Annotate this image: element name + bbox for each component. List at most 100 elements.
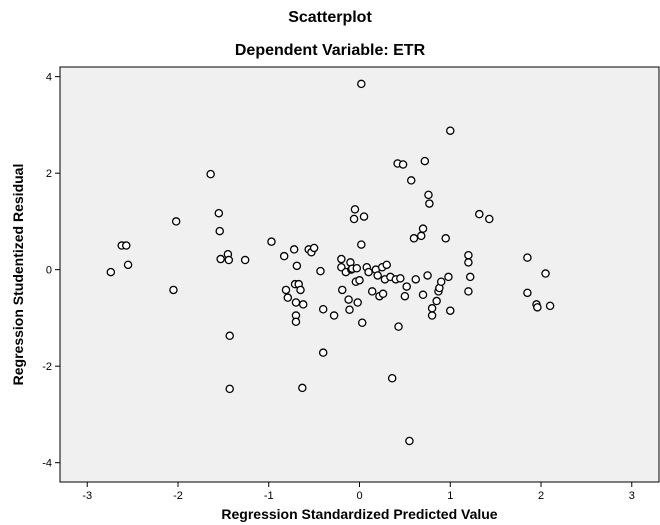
data-point	[296, 285, 305, 295]
data-point	[309, 243, 319, 253]
data-point	[464, 258, 473, 267]
data-point	[171, 217, 181, 226]
x-tick-label: -1	[264, 490, 274, 502]
data-point	[291, 317, 301, 327]
data-point	[446, 306, 455, 315]
x-tick-label: -2	[173, 490, 183, 502]
data-point	[523, 288, 532, 298]
data-point	[316, 266, 325, 276]
x-tick-label: 2	[538, 490, 544, 502]
data-point	[418, 224, 428, 233]
data-point	[357, 318, 367, 328]
data-point	[444, 272, 453, 282]
x-tick-label: 1	[447, 490, 453, 502]
data-point	[292, 261, 302, 271]
data-point	[432, 296, 441, 306]
data-point	[106, 267, 116, 277]
data-point	[337, 254, 346, 264]
data-point	[405, 436, 414, 446]
data-point	[281, 285, 291, 295]
data-point	[423, 271, 432, 280]
data-point	[485, 214, 494, 224]
y-tick-label: 0	[46, 265, 52, 277]
data-point	[353, 298, 362, 307]
data-point	[373, 271, 382, 280]
data-point	[289, 245, 299, 254]
x-tick-label: -3	[82, 490, 92, 502]
data-point	[216, 254, 225, 264]
data-point	[427, 304, 437, 313]
data-point	[206, 169, 215, 179]
data-point	[436, 277, 446, 286]
data-point	[523, 253, 532, 262]
chart-subtitle: Dependent Variable: ETR	[234, 42, 426, 59]
data-point	[283, 293, 293, 302]
y-tick-label: -4	[42, 458, 52, 470]
data-point	[224, 255, 234, 265]
data-point	[416, 231, 426, 241]
data-point	[329, 311, 339, 320]
data-point	[394, 322, 403, 331]
chart-title: Scatterplot	[288, 9, 372, 26]
data-point	[425, 199, 434, 208]
data-point	[359, 212, 369, 221]
data-point	[475, 209, 484, 219]
data-point	[214, 208, 224, 218]
data-point	[122, 241, 131, 250]
data-point	[345, 305, 354, 314]
data-point	[338, 285, 347, 295]
data-point	[533, 303, 542, 312]
data-point	[240, 255, 250, 265]
data-point	[355, 276, 364, 285]
data-point	[409, 234, 419, 243]
data-point	[367, 287, 377, 296]
data-point	[279, 251, 289, 261]
data-point	[267, 237, 276, 246]
data-point	[352, 263, 362, 273]
data-point	[398, 160, 408, 169]
data-point	[464, 250, 473, 260]
data-point	[357, 79, 366, 89]
data-point	[378, 289, 388, 299]
data-point	[400, 291, 410, 301]
data-point	[424, 190, 433, 200]
data-point	[465, 272, 475, 282]
data-point	[318, 304, 328, 314]
data-point	[357, 240, 366, 249]
data-point	[123, 260, 133, 270]
data-point	[344, 295, 353, 304]
data-point	[446, 126, 455, 135]
plot-area	[59, 66, 660, 483]
data-point	[291, 298, 301, 307]
x-axis-label: Regression Standardized Predicted Value	[221, 506, 497, 522]
x-tick-label: 3	[629, 490, 635, 502]
data-point	[464, 287, 473, 296]
data-point	[545, 301, 555, 311]
data-point	[418, 290, 428, 300]
y-tick-label: 2	[46, 168, 52, 180]
data-point	[215, 226, 224, 236]
data-point	[169, 285, 178, 295]
data-point	[396, 274, 405, 283]
data-point	[382, 260, 391, 270]
data-point	[411, 275, 421, 284]
data-point	[420, 156, 430, 166]
y-tick-label: 4	[46, 72, 52, 84]
data-point	[427, 311, 437, 320]
data-point	[387, 373, 397, 383]
x-tick-label: 0	[356, 490, 362, 502]
data-point	[402, 282, 411, 291]
data-point	[364, 267, 373, 277]
data-point	[441, 234, 450, 243]
y-axis-label: Regression Studentized Residual	[10, 164, 26, 386]
data-point	[298, 300, 308, 309]
data-point	[225, 331, 234, 341]
data-point	[349, 214, 359, 224]
data-point	[541, 269, 550, 278]
data-point	[225, 384, 234, 394]
data-point	[406, 176, 416, 185]
y-tick-label: -2	[42, 361, 52, 373]
data-point	[298, 383, 307, 393]
data-point	[318, 348, 328, 357]
